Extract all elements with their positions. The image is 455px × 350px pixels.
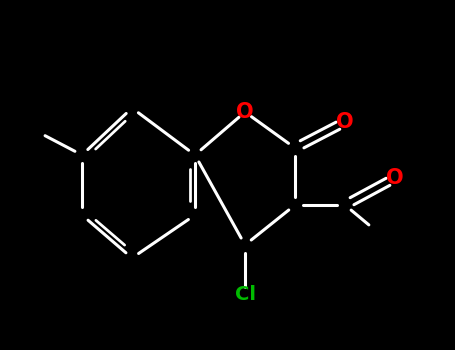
Text: O: O xyxy=(386,168,404,188)
Text: O: O xyxy=(236,102,254,122)
Text: O: O xyxy=(336,112,354,132)
Text: Cl: Cl xyxy=(234,286,256,304)
